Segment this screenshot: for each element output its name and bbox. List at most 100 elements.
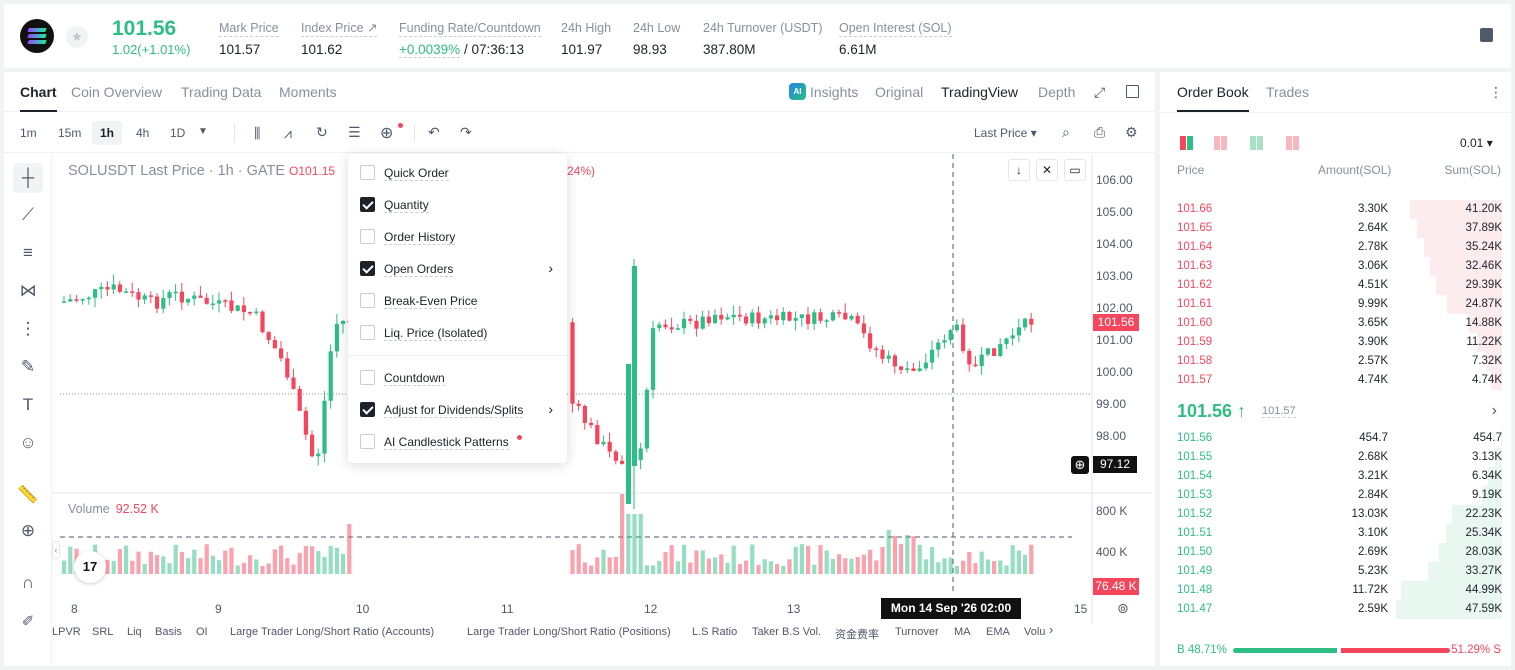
view-tradingview[interactable]: TradingView — [941, 84, 1019, 100]
indicator-item[interactable]: Large Trader Long/Short Ratio (Accounts) — [230, 626, 435, 638]
checkbox[interactable] — [360, 261, 375, 276]
bid-row[interactable]: 101.50 2.69K 28.03K — [1172, 543, 1502, 562]
menu-item-break-even-price[interactable]: Break-Even Price — [348, 286, 567, 316]
search-icon[interactable]: ⌕ — [1062, 124, 1070, 140]
indicator-item[interactable]: OI — [196, 626, 208, 638]
checkbox[interactable] — [360, 293, 375, 308]
indicator-item[interactable]: SRL — [92, 626, 114, 638]
checkbox[interactable] — [360, 229, 375, 244]
menu-item-open-orders[interactable]: Open Orders › — [348, 254, 567, 284]
menu-item-liq-price-isolated-[interactable]: Liq. Price (Isolated) — [348, 318, 567, 348]
ask-row[interactable]: 101.64 2.78K 35.24K — [1172, 238, 1502, 257]
checkbox[interactable] — [360, 370, 375, 385]
collapse-left-icon[interactable]: ‹ — [52, 541, 60, 559]
menu-item-adjust-for-dividends-splits[interactable]: Adjust for Dividends/Splits › — [348, 395, 567, 425]
emoji-tool-icon[interactable]: ☺ — [19, 433, 37, 452]
ask-row[interactable]: 101.57 4.74K 4.74K — [1172, 371, 1502, 390]
timeframe-15m[interactable]: 15m — [58, 126, 82, 140]
bid-row[interactable]: 101.56 454.7 454.7 — [1172, 429, 1502, 448]
trendline-tool-icon[interactable]: ⟋ — [22, 205, 34, 224]
bid-row[interactable]: 101.52 13.03K 22.23K — [1172, 505, 1502, 524]
candlestick-chart[interactable] — [52, 154, 1152, 624]
tab-coin-overview[interactable]: Coin Overview — [71, 84, 163, 100]
checkbox[interactable] — [360, 197, 375, 212]
indicator-item[interactable]: MA — [954, 626, 971, 638]
gear-icon[interactable]: ⚙ — [1125, 124, 1138, 140]
tab-chart[interactable]: Chart — [20, 84, 57, 112]
menu-item-countdown[interactable]: Countdown — [348, 363, 567, 393]
tab-trades[interactable]: Trades — [1266, 84, 1310, 100]
menu-item-order-history[interactable]: Order History — [348, 222, 567, 252]
bid-row[interactable]: 101.48 11.72K 44.99K — [1172, 581, 1502, 600]
indicator-item[interactable]: Basis — [155, 626, 182, 638]
tab-order-book[interactable]: Order Book — [1177, 84, 1249, 112]
zoom-tool-icon[interactable]: ⊕ — [20, 521, 36, 540]
tab-trading-data[interactable]: Trading Data — [181, 84, 262, 100]
ruler-tool-icon[interactable]: 📏 — [17, 485, 39, 504]
indicator-item[interactable]: 资金费率 — [835, 629, 879, 641]
timeframe-1m[interactable]: 1m — [20, 126, 37, 140]
brush-tool-icon[interactable]: ✎ — [20, 357, 36, 376]
expand-icon[interactable]: ⤢ — [1094, 84, 1106, 100]
checkbox[interactable] — [360, 325, 375, 340]
guide-book-icon[interactable] — [1480, 28, 1493, 42]
ask-row[interactable]: 101.66 3.30K 41.20K — [1172, 200, 1502, 219]
horizontal-lines-tool-icon[interactable]: ≡ — [23, 243, 33, 262]
bid-row[interactable]: 101.47 2.59K 47.59K — [1172, 600, 1502, 619]
add-alert-icon[interactable]: ⊕ — [1071, 456, 1089, 474]
pencil-lock-icon[interactable]: ✐ — [21, 613, 35, 630]
favorite-star-icon[interactable]: ★ — [66, 26, 88, 48]
bid-row[interactable]: 101.51 3.10K 25.34K — [1172, 524, 1502, 543]
stat-index-price[interactable]: Index Price ↗ 101.62 — [301, 21, 378, 57]
last-price-select[interactable]: Last Price ▾ — [974, 126, 1037, 140]
layout-bids-icon[interactable] — [1250, 136, 1264, 150]
ask-row[interactable]: 101.59 3.90K 11.22K — [1172, 333, 1502, 352]
layout-split-icon[interactable] — [1214, 136, 1228, 150]
timeframe-4h[interactable]: 4h — [136, 126, 150, 140]
indicator-item[interactable]: Large Trader Long/Short Ratio (Positions… — [467, 626, 671, 638]
menu-item-quantity[interactable]: Quantity — [348, 190, 567, 220]
checkbox[interactable] — [360, 434, 375, 449]
indicator-more-icon[interactable]: › — [1049, 622, 1054, 637]
compare-icon[interactable]: ↻ — [316, 124, 328, 140]
text-tool-icon[interactable]: T — [22, 395, 34, 414]
collapse-icon[interactable]: ✕ — [1036, 159, 1058, 181]
indicator-item[interactable]: Turnover — [895, 626, 939, 638]
crosshair-tool-icon[interactable]: ┼ — [13, 163, 43, 193]
checkbox[interactable] — [360, 165, 375, 180]
ask-row[interactable]: 101.63 3.06K 32.46K — [1172, 257, 1502, 276]
indicator-item[interactable]: L.S Ratio — [692, 626, 738, 638]
ask-row[interactable]: 101.65 2.64K 37.89K — [1172, 219, 1502, 238]
ask-row[interactable]: 101.60 3.65K 14.88K — [1172, 314, 1502, 333]
bid-row[interactable]: 101.54 3.21K 6.34K — [1172, 467, 1502, 486]
view-depth[interactable]: Depth — [1038, 84, 1076, 100]
indicator-item[interactable]: Liq — [127, 626, 142, 638]
tab-moments[interactable]: Moments — [279, 84, 337, 100]
menu-item-ai-candlestick-patterns[interactable]: AI Candlestick Patterns — [348, 427, 567, 457]
menu-item-quick-order[interactable]: Quick Order — [348, 158, 567, 188]
indicator-item[interactable]: EMA — [986, 626, 1010, 638]
chevron-right-icon[interactable]: › — [1491, 402, 1497, 419]
timeframe-dropdown-icon[interactable]: ▼ — [198, 126, 208, 137]
ask-row[interactable]: 101.58 2.57K 7.32K — [1172, 352, 1502, 371]
checkbox[interactable] — [360, 402, 375, 417]
magnet-tool-icon[interactable]: ∩ — [21, 573, 35, 592]
redo-icon[interactable]: ↷ — [460, 124, 472, 140]
bid-row[interactable]: 101.55 2.68K 3.13K — [1172, 448, 1502, 467]
scroll-down-icon[interactable]: ↓ — [1008, 159, 1030, 181]
ask-row[interactable]: 101.62 4.51K 29.39K — [1172, 276, 1502, 295]
more-options-icon[interactable]: ⋮ — [1489, 84, 1503, 100]
layout-both-icon[interactable] — [1180, 136, 1194, 150]
indicators-icon[interactable]: ⩘ — [284, 125, 292, 141]
bid-row[interactable]: 101.49 5.23K 33.27K — [1172, 562, 1502, 581]
ask-row[interactable]: 101.61 9.99K 24.87K — [1172, 295, 1502, 314]
pattern-tool-icon[interactable]: ⋈ — [19, 281, 37, 300]
camera-icon[interactable]: ⎙ — [1094, 124, 1106, 140]
view-insights[interactable]: Insights — [810, 84, 859, 100]
window-icon[interactable] — [1126, 85, 1139, 98]
indicator-item[interactable]: Volu — [1024, 626, 1046, 638]
indicator-item[interactable]: Taker B.S Vol. — [752, 626, 822, 638]
candle-type-icon[interactable]: ⫼ — [254, 125, 261, 141]
time-settings-icon[interactable]: ⊚ — [1117, 600, 1129, 616]
settings-list-icon[interactable]: ☰ — [348, 124, 361, 140]
